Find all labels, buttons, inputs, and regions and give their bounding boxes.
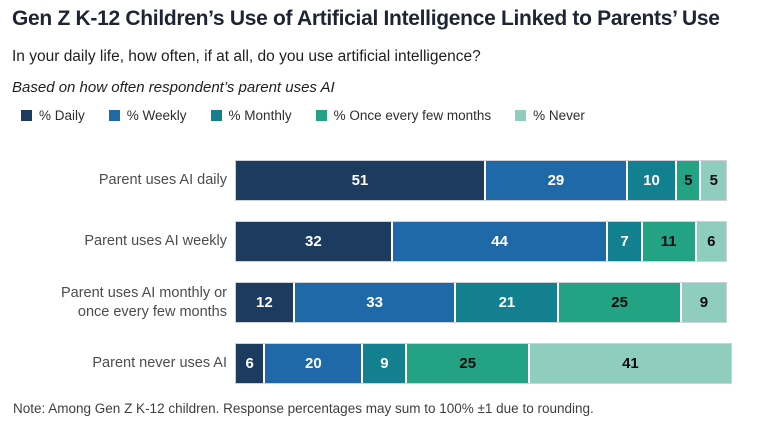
legend-item: % Weekly bbox=[108, 108, 187, 123]
legend-item: % Once every few months bbox=[315, 108, 492, 123]
legend-label: % Daily bbox=[39, 108, 85, 123]
stacked-bar-chart: Parent uses AI daily 51 29 10 5 5 Parent uses … bbox=[12, 161, 731, 405]
row-label: Parent uses AI weekly bbox=[12, 232, 236, 250]
bar-segment: 9 bbox=[363, 344, 408, 383]
bar-segment: 11 bbox=[642, 222, 697, 261]
row-label: Parent uses AI monthly or once every few … bbox=[12, 284, 236, 320]
chart-row: Parent never uses AI 6 20 9 25 41 bbox=[12, 344, 731, 383]
legend-label: % Once every few months bbox=[333, 108, 492, 123]
row-label-line: Parent uses AI daily bbox=[98, 172, 227, 189]
row-label-line: once every few months bbox=[77, 303, 227, 320]
chart-basis-subtitle: Based on how often respondent’s parent u… bbox=[12, 79, 335, 96]
bar-segment: 5 bbox=[676, 161, 702, 200]
bar-segment: 12 bbox=[236, 283, 295, 322]
bar-segment: 7 bbox=[608, 222, 643, 261]
chart-title: Gen Z K-12 Children’s Use of Artificial … bbox=[12, 7, 720, 30]
bar-segment: 51 bbox=[236, 161, 486, 200]
chart-row: Parent uses AI weekly 32 44 7 11 6 bbox=[12, 222, 731, 261]
row-label-line: Parent never uses AI bbox=[92, 355, 227, 372]
chart-row: Parent uses AI daily 51 29 10 5 5 bbox=[12, 161, 731, 200]
chart-row: Parent uses AI monthly or once every few … bbox=[12, 283, 731, 322]
bar-segment: 20 bbox=[265, 344, 364, 383]
stacked-bar: 12 33 21 25 9 bbox=[236, 283, 726, 322]
legend-label: % Never bbox=[533, 108, 585, 123]
bar-segment: 6 bbox=[696, 222, 726, 261]
row-label-line: Parent uses AI weekly bbox=[84, 233, 227, 250]
stacked-bar: 32 44 7 11 6 bbox=[236, 222, 726, 261]
bar-segment: 9 bbox=[681, 283, 726, 322]
legend-item: % Daily bbox=[21, 108, 85, 123]
legend-swatch-icon bbox=[108, 110, 120, 121]
row-label-line: Parent uses AI monthly or bbox=[60, 285, 227, 302]
bar-segment: 44 bbox=[392, 222, 609, 261]
legend-label: % Monthly bbox=[228, 108, 292, 123]
legend-label: % Weekly bbox=[126, 108, 187, 123]
bar-segment: 25 bbox=[559, 283, 682, 322]
bar-segment: 32 bbox=[236, 222, 393, 261]
legend-item: % Never bbox=[515, 108, 585, 123]
bar-segment: 29 bbox=[485, 161, 628, 200]
bar-segment: 25 bbox=[407, 344, 530, 383]
stacked-bar: 51 29 10 5 5 bbox=[236, 161, 726, 200]
bar-segment: 33 bbox=[294, 283, 457, 322]
bar-segment: 6 bbox=[236, 344, 266, 383]
legend-swatch-icon bbox=[21, 110, 32, 121]
legend-swatch-icon bbox=[315, 110, 327, 121]
chart-note: Note: Among Gen Z K-12 children. Respons… bbox=[13, 401, 594, 416]
row-label: Parent never uses AI bbox=[12, 354, 236, 372]
chart-question: In your daily life, how often, if at all… bbox=[12, 48, 481, 65]
bar-segment: 41 bbox=[529, 344, 731, 383]
row-label: Parent uses AI daily bbox=[12, 171, 236, 189]
legend-item: % Monthly bbox=[210, 108, 292, 123]
legend-swatch-icon bbox=[210, 110, 222, 121]
bar-segment: 21 bbox=[456, 283, 560, 322]
stacked-bar: 6 20 9 25 41 bbox=[236, 344, 731, 383]
legend-swatch-icon bbox=[515, 110, 527, 121]
legend: % Daily % Weekly % Monthly % Once every few… bbox=[21, 108, 585, 123]
bar-segment: 5 bbox=[701, 161, 726, 200]
bar-segment: 10 bbox=[627, 161, 677, 200]
